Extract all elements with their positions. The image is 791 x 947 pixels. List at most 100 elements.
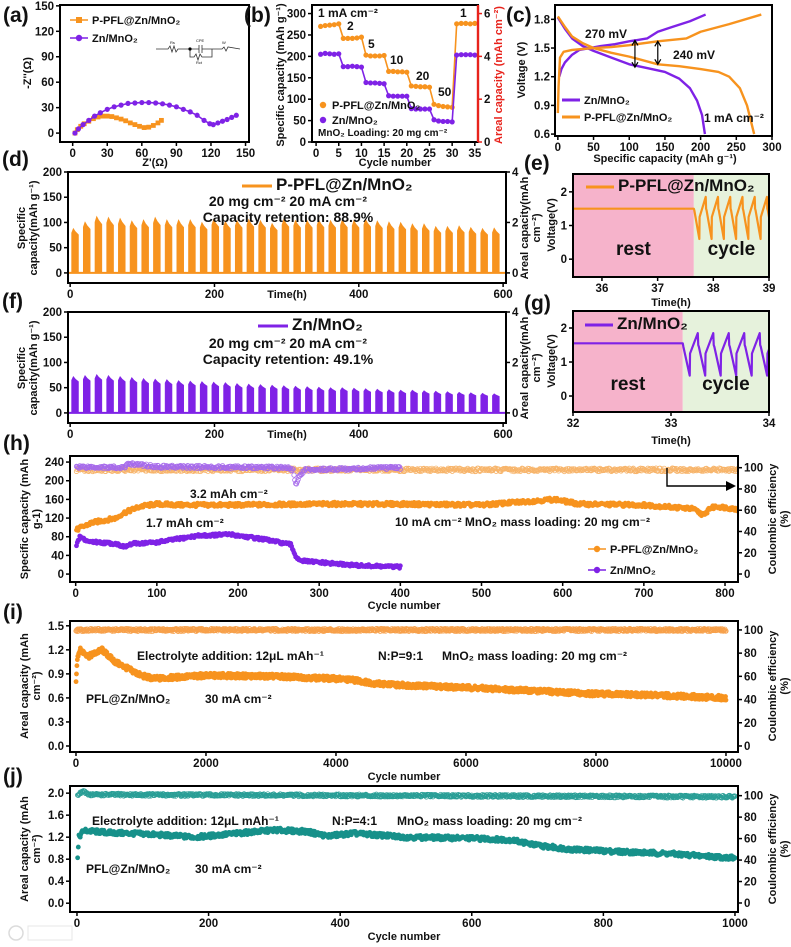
data-point bbox=[376, 80, 383, 86]
y-tick-label: 0 bbox=[48, 128, 54, 140]
y-tick-label: 100 bbox=[287, 94, 306, 106]
legend-label: Zn/MnO₂ bbox=[332, 115, 378, 127]
x-tick-label: 100 bbox=[620, 142, 639, 154]
x-tick-label: 150 bbox=[236, 148, 255, 160]
data-point bbox=[109, 114, 115, 119]
spike-bar bbox=[386, 221, 395, 274]
data-point bbox=[372, 53, 378, 59]
data-point bbox=[219, 118, 226, 124]
data-point bbox=[108, 463, 114, 469]
region-rest bbox=[573, 174, 694, 277]
y-axis-title: Voltage (V) bbox=[516, 41, 528, 99]
spike-bar bbox=[188, 219, 196, 274]
y-axis-title-box: -Z''(Ω) bbox=[22, 57, 34, 89]
plot-frame bbox=[69, 455, 739, 583]
circuit-label: Rs bbox=[170, 40, 175, 45]
data-point bbox=[345, 35, 351, 41]
y2-tick-label: 2 bbox=[484, 94, 490, 106]
y-tick-label: 1 bbox=[561, 221, 568, 233]
y-axis-title-box: Voltage (V) bbox=[516, 41, 528, 99]
circuit-label: CPE bbox=[196, 38, 205, 43]
region-cycle bbox=[682, 311, 769, 412]
y-tick-label: 0 bbox=[56, 268, 62, 280]
spike-bar bbox=[410, 389, 418, 414]
x-tick-label: 0 bbox=[555, 142, 561, 154]
x-tick-label: 30 bbox=[101, 148, 114, 160]
spike-bar bbox=[445, 391, 453, 414]
y-tick-label: 250 bbox=[287, 30, 306, 42]
data-point bbox=[472, 52, 478, 58]
x-tick-label: 300 bbox=[310, 588, 329, 600]
spike-bar bbox=[340, 219, 348, 274]
region-label: cycle bbox=[702, 374, 750, 395]
data-point bbox=[159, 117, 164, 123]
spike-bar bbox=[270, 222, 278, 274]
x-axis-title: Cycle number bbox=[368, 600, 441, 612]
data-point bbox=[463, 52, 469, 58]
x-tick-label: 150 bbox=[655, 142, 674, 154]
region-label: rest bbox=[616, 239, 652, 260]
spike-bar bbox=[305, 219, 313, 274]
data-point bbox=[454, 52, 460, 58]
x-tick-label: 700 bbox=[634, 588, 653, 600]
data-point bbox=[390, 68, 396, 74]
x-axis-title: Time(h) bbox=[651, 297, 691, 309]
series-0 bbox=[318, 20, 478, 110]
panel-label: (g) bbox=[524, 292, 551, 315]
series-0 bbox=[573, 195, 769, 241]
plot-area bbox=[73, 625, 729, 703]
data-point bbox=[467, 21, 473, 27]
spike-bar bbox=[129, 220, 138, 274]
spike-bar bbox=[293, 219, 301, 274]
panel-a: 0 30 60 90 120 1500306090120150Z'(Ω)-Z''(Ω)(a… bbox=[3, 1, 255, 169]
data-point bbox=[381, 81, 387, 87]
data-point bbox=[300, 470, 306, 476]
spike-bar bbox=[258, 219, 266, 274]
plot-frame bbox=[67, 311, 507, 424]
x-tick-label: 600 bbox=[553, 588, 572, 600]
data-point bbox=[372, 80, 378, 86]
annotation: 20 bbox=[416, 69, 430, 83]
legend-marker bbox=[76, 17, 82, 23]
spike-bar bbox=[410, 223, 418, 274]
y-axis-title: Specific capacity(mAh g⁻¹) bbox=[16, 180, 40, 276]
annotation: Capacity retention: 88.9% bbox=[203, 209, 374, 225]
spike-bar bbox=[316, 386, 325, 414]
panel-b: 0 5 10 15 20 25 30 350501001502002503000246Cycl… bbox=[244, 3, 505, 169]
data-point bbox=[431, 101, 437, 107]
annotation: 1.7 mAh cm⁻² bbox=[146, 516, 224, 530]
data-point bbox=[322, 22, 328, 29]
panel-label: (b) bbox=[244, 4, 271, 27]
spike-bar bbox=[94, 373, 103, 414]
data-point bbox=[399, 93, 405, 99]
plot-area bbox=[318, 20, 478, 125]
annotation: 50 bbox=[438, 85, 452, 99]
data-point bbox=[723, 697, 729, 703]
spike-bar bbox=[445, 225, 453, 274]
x-tick-label: 120 bbox=[201, 148, 220, 160]
legend-label: Zn/MnO₂ bbox=[617, 314, 688, 333]
data-point bbox=[229, 114, 235, 120]
legend-label: Zn/MnO₂ bbox=[610, 565, 656, 577]
data-point bbox=[426, 84, 433, 90]
y-axis-title-box: Voltage(V) bbox=[546, 334, 558, 388]
annotation: 10 mA cm⁻² MnO₂ mass loading: 20 mg cm⁻² bbox=[395, 515, 650, 529]
arrow-head-icon bbox=[726, 481, 736, 491]
data-point bbox=[153, 100, 159, 106]
x-tick-label: 200 bbox=[228, 588, 247, 600]
y-tick-label: 0.9 bbox=[534, 100, 550, 112]
voltage-curve bbox=[573, 195, 769, 241]
data-point bbox=[305, 466, 311, 472]
data-point bbox=[395, 69, 401, 75]
data-point bbox=[318, 23, 324, 30]
x-tick-label: 35 bbox=[468, 148, 481, 160]
x-tick-label: 400 bbox=[391, 588, 410, 600]
spike-bar bbox=[211, 381, 220, 414]
data-point bbox=[75, 126, 82, 132]
y-tick-label: 150 bbox=[287, 73, 306, 85]
y-axis-title-box: Specific capacity(mAh g⁻¹) bbox=[16, 320, 40, 415]
data-point bbox=[173, 104, 179, 110]
spike-bar bbox=[305, 386, 313, 414]
panel-label: (e) bbox=[524, 152, 550, 175]
y-tick-label: 50 bbox=[293, 116, 306, 128]
